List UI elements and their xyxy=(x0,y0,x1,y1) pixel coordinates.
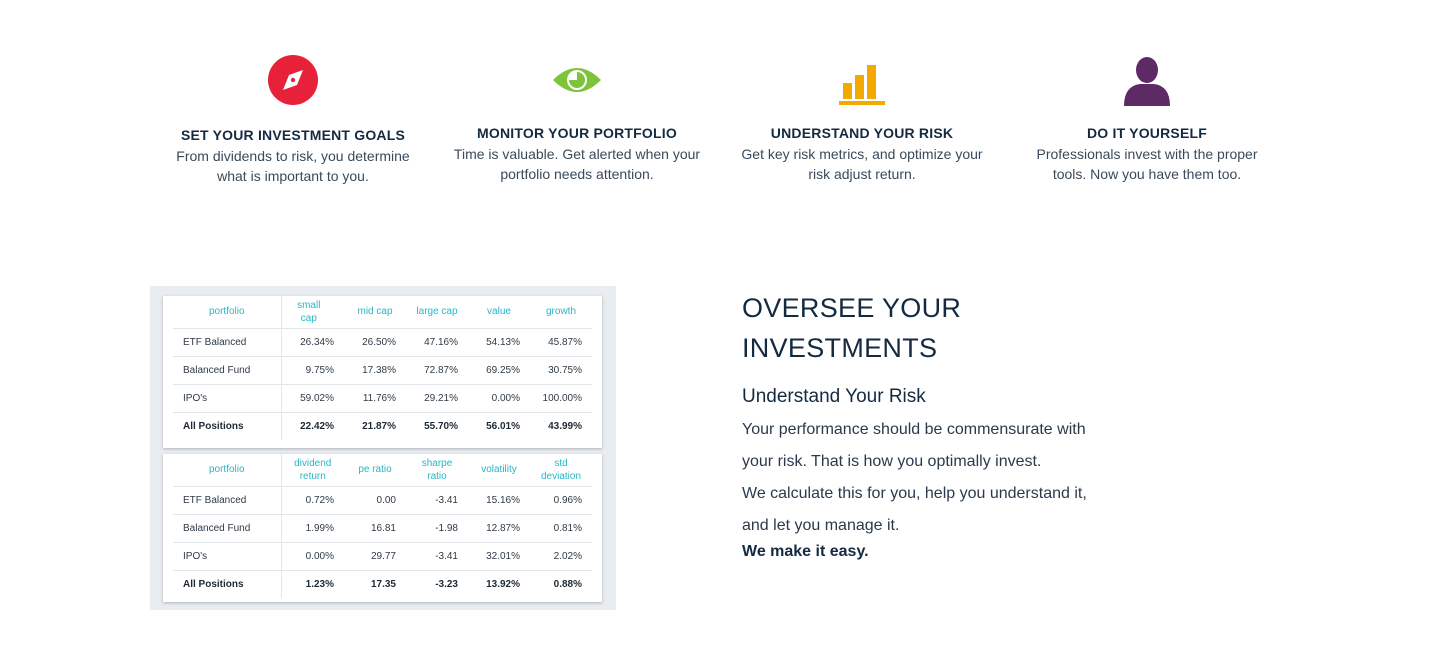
person-icon xyxy=(1002,50,1292,110)
section-title: OVERSEE YOUR INVESTMENTS xyxy=(742,293,962,363)
column-header: sharpe ratio xyxy=(421,457,453,482)
section-text-line: and let you manage it. xyxy=(742,517,900,534)
risk-table: portfolio dividend return pe ratio sharpe… xyxy=(173,454,592,598)
column-header: growth xyxy=(545,306,576,318)
section-subtitle: Understand Your Risk xyxy=(742,386,926,407)
column-header: pe ratio xyxy=(358,464,392,476)
table-row: Balanced Fund 1.99% 16.81 -1.98 12.87% 0… xyxy=(173,513,592,542)
column-header: volatility xyxy=(481,464,517,476)
section-tagline: We make it easy. xyxy=(742,543,869,560)
allocation-table-card: portfolio small cap mid cap large cap val… xyxy=(163,296,602,448)
table-row: Balanced Fund 9.75% 17.38% 72.87% 69.25%… xyxy=(173,355,592,384)
eye-icon xyxy=(432,50,722,110)
column-header: small cap xyxy=(297,299,321,324)
feature-desc-line: From dividends to risk, you determine xyxy=(176,148,410,164)
column-header: portfolio xyxy=(173,454,282,486)
feature-desc-line: what is important to you. xyxy=(217,168,369,184)
feature-desc-line: tools. Now you have them too. xyxy=(1052,166,1242,182)
table-row: ETF Balanced 26.34% 26.50% 47.16% 54.13%… xyxy=(173,327,592,356)
allocation-table: portfolio small cap mid cap large cap val… xyxy=(173,296,592,440)
risk-table-card: portfolio dividend return pe ratio sharpe… xyxy=(163,454,602,602)
feature-title: MONITOR YOUR PORTFOLIO xyxy=(477,125,677,141)
table-row-total: All Positions 22.42% 21.87% 55.70% 56.01… xyxy=(173,411,592,440)
table-row-total: All Positions 1.23% 17.35 -3.23 13.92% 0… xyxy=(173,569,592,598)
column-header: std deviation xyxy=(540,457,582,482)
feature-desc-line: Professionals invest with the proper xyxy=(1036,146,1258,162)
feature-desc-line: Time is valuable. Get alerted when your xyxy=(453,146,701,162)
feature-title: SET YOUR INVESTMENT GOALS xyxy=(180,127,406,143)
feature-desc-line: Get key risk metrics, and optimize your xyxy=(741,146,983,162)
table-row: ETF Balanced 0.72% 0.00 -3.41 15.16% 0.9… xyxy=(173,485,592,514)
column-header: portfolio xyxy=(173,296,282,328)
feature-title: DO IT YOURSELF xyxy=(1087,125,1207,141)
feature-desc-line: portfolio needs attention. xyxy=(500,166,654,182)
column-header: value xyxy=(487,306,511,318)
tables-screenshot: portfolio small cap mid cap large cap val… xyxy=(150,286,616,610)
section-text-line: Your performance should be commensurate … xyxy=(742,421,1086,438)
bar-chart-icon xyxy=(717,50,1007,110)
table-row: IPO's 0.00% 29.77 -3.41 32.01% 2.02% xyxy=(173,541,592,570)
feature-title: UNDERSTAND YOUR RISK xyxy=(770,125,954,141)
column-header: mid cap xyxy=(357,306,393,318)
compass-icon xyxy=(148,50,438,110)
feature-desc-line: risk adjust return. xyxy=(808,166,916,182)
section-text-line: your risk. That is how you optimally inv… xyxy=(742,453,1042,470)
table-row: IPO's 59.02% 11.76% 29.21% 0.00% 100.00% xyxy=(173,383,592,412)
section-text-line: We calculate this for you, help you unde… xyxy=(742,485,1087,502)
column-header: dividend return xyxy=(294,457,332,482)
column-header: large cap xyxy=(416,306,458,318)
